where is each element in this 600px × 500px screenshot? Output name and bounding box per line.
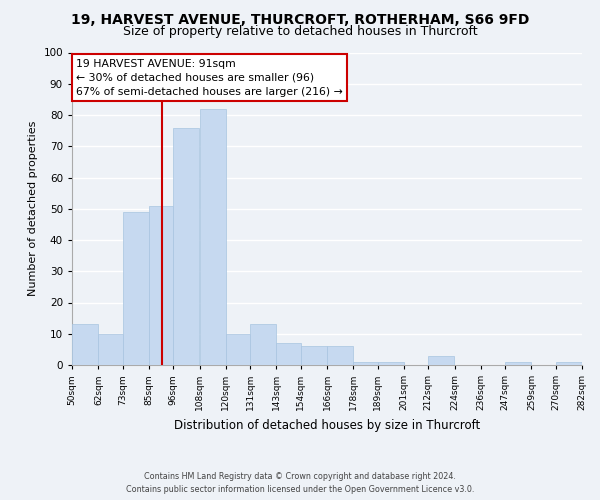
- Bar: [301, 346, 327, 365]
- Y-axis label: Number of detached properties: Number of detached properties: [28, 121, 38, 296]
- X-axis label: Distribution of detached houses by size in Thurcroft: Distribution of detached houses by size …: [174, 418, 480, 432]
- Bar: [250, 324, 277, 365]
- Bar: [277, 343, 301, 365]
- Bar: [226, 334, 250, 365]
- Bar: [377, 362, 404, 365]
- Text: 19 HARVEST AVENUE: 91sqm
← 30% of detached houses are smaller (96)
67% of semi-d: 19 HARVEST AVENUE: 91sqm ← 30% of detach…: [76, 58, 343, 97]
- Bar: [199, 109, 226, 365]
- Bar: [98, 334, 122, 365]
- Bar: [505, 362, 532, 365]
- Bar: [149, 206, 173, 365]
- Bar: [428, 356, 455, 365]
- Bar: [72, 324, 98, 365]
- Bar: [173, 128, 199, 365]
- Bar: [327, 346, 353, 365]
- Bar: [353, 362, 377, 365]
- Text: Contains HM Land Registry data © Crown copyright and database right 2024.
Contai: Contains HM Land Registry data © Crown c…: [126, 472, 474, 494]
- Text: Size of property relative to detached houses in Thurcroft: Size of property relative to detached ho…: [122, 25, 478, 38]
- Bar: [556, 362, 582, 365]
- Text: 19, HARVEST AVENUE, THURCROFT, ROTHERHAM, S66 9FD: 19, HARVEST AVENUE, THURCROFT, ROTHERHAM…: [71, 12, 529, 26]
- Bar: [122, 212, 149, 365]
